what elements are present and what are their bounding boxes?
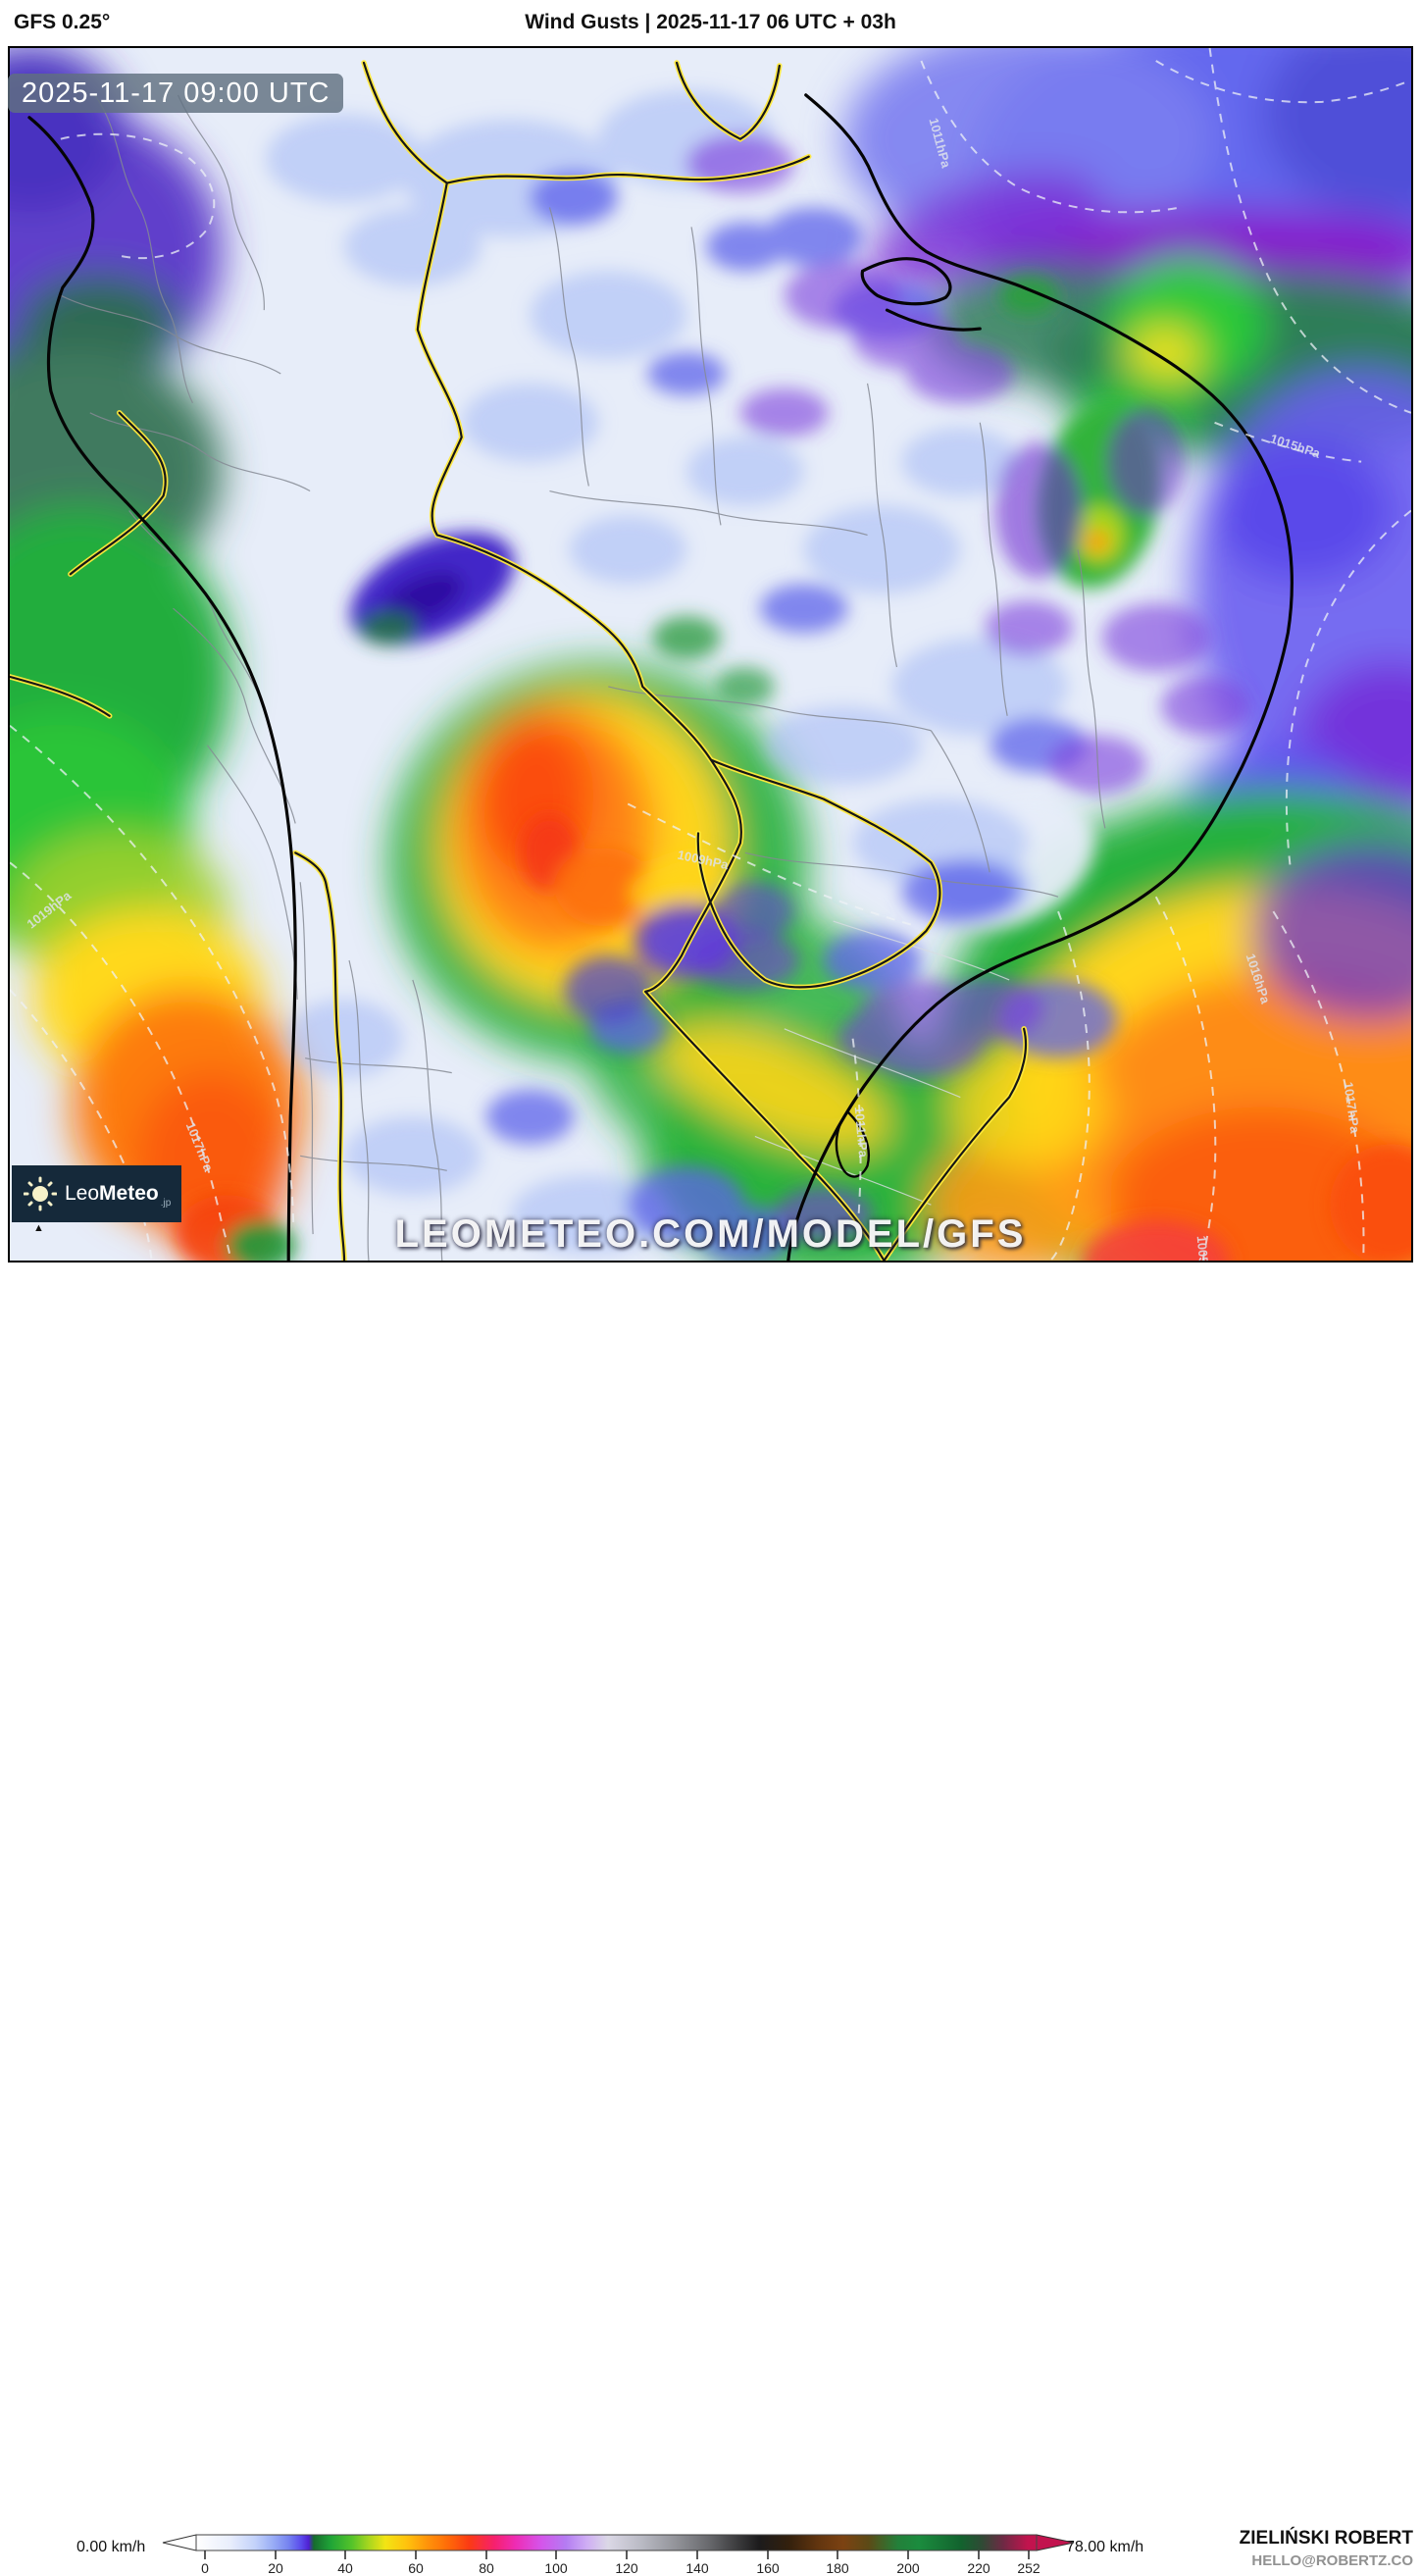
legend-left-arrow [162,2534,197,2551]
isobar-label: 1005hPa [1194,1235,1214,1261]
tick-label: 100 [544,2560,568,2576]
attribution-name: ZIELIŃSKI ROBERT [1239,2528,1413,2549]
header-bar: GFS 0.25° Wind Gusts | 2025-11-17 06 UTC… [0,0,1421,46]
gust-field-detail-blobs [176,89,1411,1261]
tick-label: 60 [408,2560,424,2576]
tick-label: 160 [756,2560,780,2576]
timestamp-overlay: 2025-11-17 09:00 UTC [8,74,344,113]
isobar-label: 1017hPa [1341,1081,1362,1135]
attribution-email: HELLO@ROBERTZ.CO [1251,2552,1413,2569]
national-borders [10,60,1029,1261]
legend-min-label: 0.00 km/h [76,2539,146,2555]
watermark: LEOMETEO.COM/MODEL/GFS [394,1212,1027,1256]
isobar-label: 1011hPa [852,1106,872,1159]
coastline [27,93,1294,1261]
logo-suffix: .jp [160,1198,172,1209]
tick-label: 140 [685,2560,709,2576]
tick-label: 200 [896,2560,920,2576]
leometeo-logo: LeoMeteo .jp [12,1165,181,1222]
gust-field-large-blobs [10,48,1411,1261]
model-label: GFS 0.25° [14,11,111,33]
legend-gradient-bar [195,2534,1038,2551]
wind-gust-raster: 1011hPa 1015hPa 1016hPa 1017hPa 1017hPa … [10,48,1411,1261]
peak-marker-icon: ▲ [33,1222,44,1234]
page-title: Wind Gusts | 2025-11-17 06 UTC + 03h [525,11,896,33]
tick-label: 220 [967,2560,990,2576]
tick-label: 120 [615,2560,638,2576]
legend-ticks [204,2550,1030,2559]
tick-label: 40 [337,2560,353,2576]
tick-label: 0 [201,2560,209,2576]
tick-label: 20 [268,2560,283,2576]
sun-icon [24,1176,57,1211]
isobars [10,48,1411,1261]
legend-strip: 0.00 km/h 78.00 km/h [0,1262,1421,2576]
logo-text: LeoMeteo [65,1182,159,1205]
legend-colorbar: 0 20 40 60 80 100 120 140 160 180 200 22… [162,2534,1075,2576]
weather-map: 1011hPa 1015hPa 1016hPa 1017hPa 1017hPa … [8,46,1413,1262]
tick-label: 80 [479,2560,494,2576]
tick-label: 180 [826,2560,849,2576]
legend-tick-labels: 0 20 40 60 80 100 120 140 160 180 200 22… [201,2560,1040,2576]
admin-borders [60,94,1106,1261]
